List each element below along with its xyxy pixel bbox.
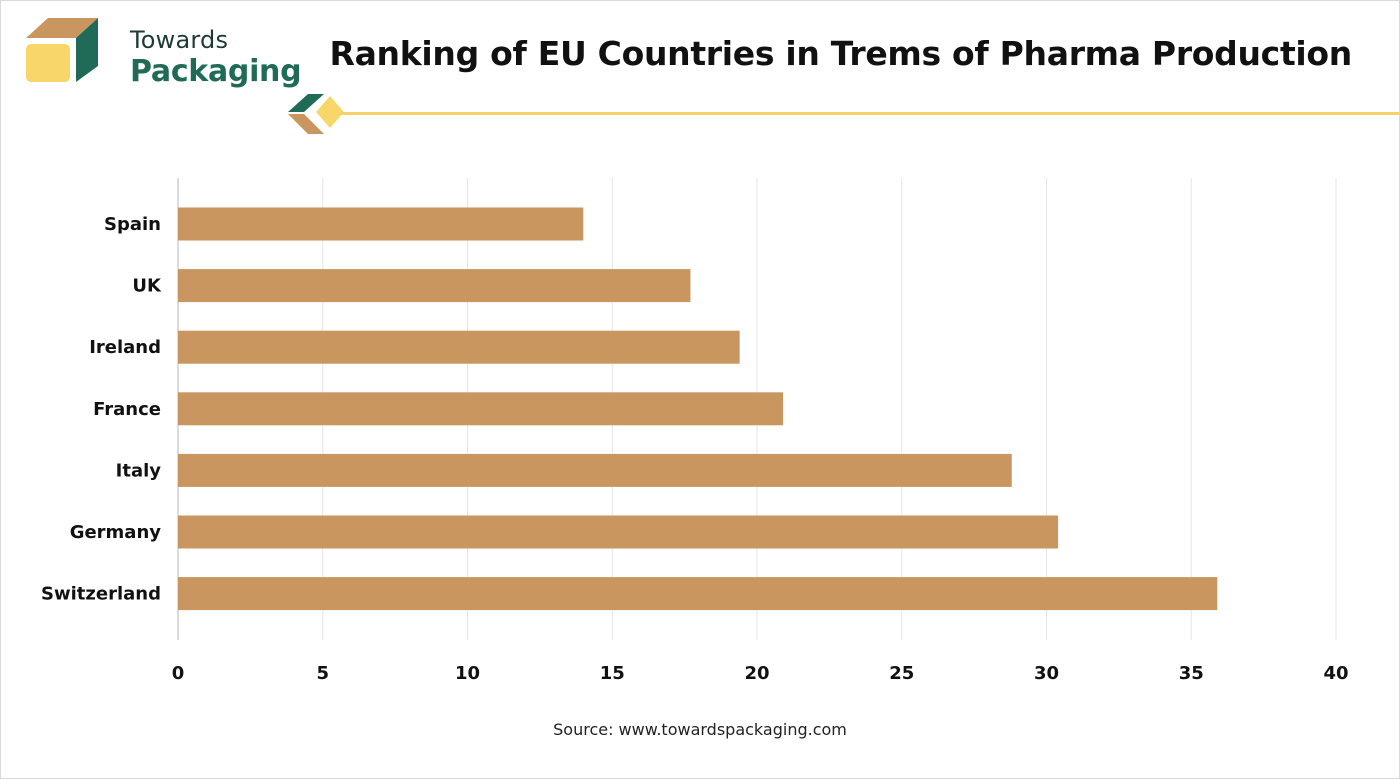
category-label: UK: [132, 276, 162, 297]
x-tick-label: 40: [1323, 663, 1348, 684]
category-label: Ireland: [89, 337, 161, 358]
logo-text-packaging: Packaging: [130, 54, 302, 89]
x-tick-label: 35: [1179, 663, 1204, 684]
x-tick-label: 15: [600, 663, 625, 684]
category-label: Italy: [116, 460, 162, 481]
category-label: France: [93, 399, 161, 420]
x-tick-label: 25: [889, 663, 914, 684]
logo-text-towards: Towards: [130, 26, 229, 54]
divider-diamond-icon: [288, 94, 344, 134]
x-tick-label: 0: [172, 663, 185, 684]
category-label: Germany: [70, 522, 162, 543]
title-divider-line: [340, 112, 1400, 115]
box-logo-icon: [26, 18, 98, 82]
x-tick-label: 5: [316, 663, 329, 684]
x-tick-label: 20: [744, 663, 769, 684]
bar-italy: [178, 453, 1012, 487]
chart-title: Ranking of EU Countries in Trems of Phar…: [329, 34, 1352, 73]
bar-uk: [178, 269, 691, 303]
towards-packaging-logo: Towards Packaging: [26, 14, 302, 90]
source-note: Source: www.towardspackaging.com: [553, 720, 847, 739]
bar-switzerland: [178, 577, 1218, 611]
x-tick-label: 10: [455, 663, 480, 684]
category-label: Switzerland: [41, 584, 161, 605]
bar-spain: [178, 207, 584, 241]
bar-france: [178, 392, 784, 426]
bar-ireland: [178, 330, 740, 364]
bar-germany: [178, 515, 1059, 549]
x-tick-label: 30: [1034, 663, 1059, 684]
category-label: Spain: [104, 214, 161, 235]
